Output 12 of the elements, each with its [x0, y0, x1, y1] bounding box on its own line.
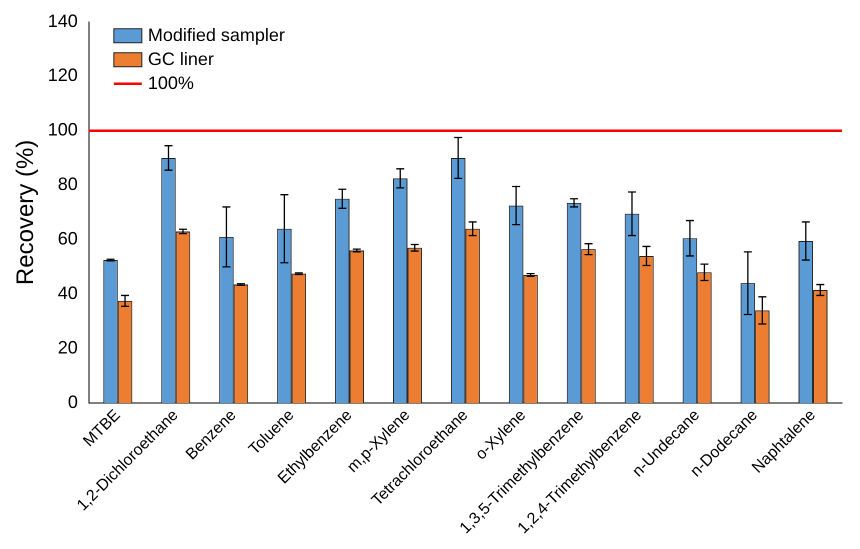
y-tick-label: 120	[48, 65, 78, 86]
y-tick-label: 80	[58, 174, 78, 194]
legend-label: Modified sampler	[148, 24, 285, 45]
legend-label: 100%	[148, 72, 194, 93]
y-tick-label: 140	[48, 10, 78, 31]
y-axis-title: Recovery (%)	[12, 140, 40, 286]
legend-label: GC liner	[148, 48, 214, 69]
y-tick-label: 20	[58, 338, 78, 358]
y-tick-label: 40	[58, 283, 78, 304]
y-tick-label: 60	[58, 228, 78, 249]
y-tick-label: 100	[48, 120, 78, 140]
y-tick-label: 0	[68, 392, 78, 412]
